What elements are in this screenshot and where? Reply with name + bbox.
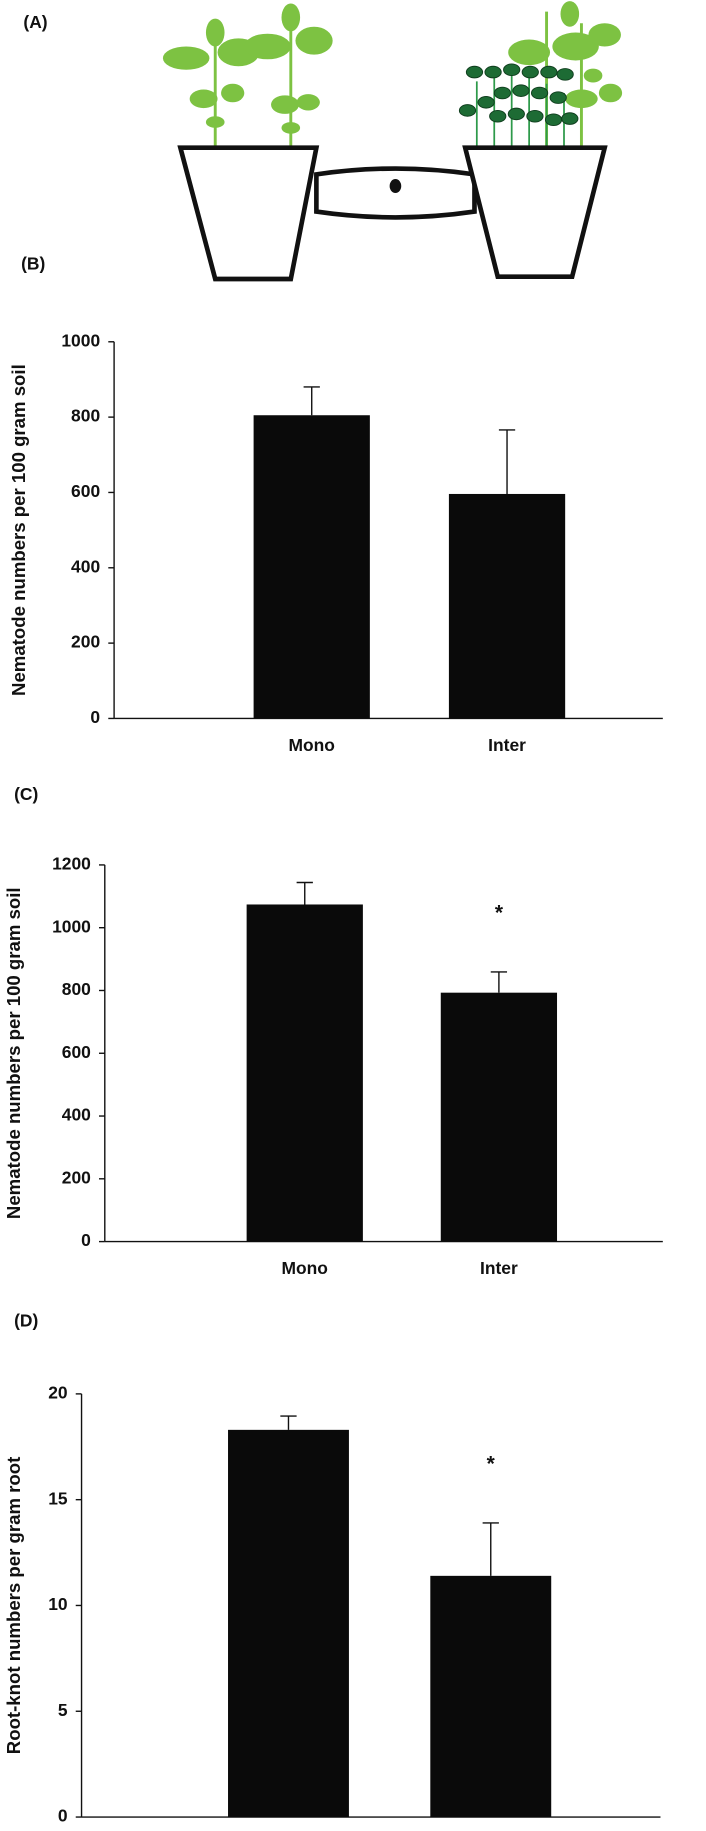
- panel-label: (C): [14, 784, 38, 804]
- y-tick-label: 600: [62, 1042, 91, 1062]
- y-axis-label: Root-knot numbers per gram root: [3, 1457, 24, 1755]
- y-axis-label: Nematode numbers per 100 gram soil: [8, 364, 29, 696]
- x-tick-label: Mono: [289, 735, 335, 755]
- y-tick-label: 20: [48, 1382, 67, 1402]
- y-tick-label: 15: [48, 1488, 68, 1508]
- error-bar: [498, 429, 516, 494]
- annotation: *: [495, 901, 504, 924]
- y-tick-label: 10: [48, 1594, 67, 1614]
- y-tick-label: 800: [62, 979, 91, 999]
- bar: [253, 415, 370, 719]
- y-tick-label: 400: [62, 1105, 91, 1125]
- y-tick-label: 1200: [52, 854, 91, 874]
- y-tick-label: 5: [58, 1700, 68, 1720]
- bar: [430, 1575, 552, 1818]
- error-bar: [303, 386, 320, 416]
- x-tick-label: Inter: [488, 735, 526, 755]
- error-bar: [482, 1522, 499, 1576]
- panel-label: (B): [21, 254, 45, 274]
- y-tick-label: 600: [71, 481, 100, 501]
- y-tick-label: 0: [81, 1230, 91, 1250]
- bar: [440, 992, 558, 1242]
- diagram: [162, 1, 623, 282]
- panel-label: (D): [14, 1310, 38, 1330]
- x-tick-label: Inter: [480, 1258, 518, 1278]
- y-tick-label: 0: [90, 707, 100, 727]
- error-bar: [490, 971, 508, 993]
- y-tick-label: 1000: [61, 330, 100, 350]
- y-tick-label: 800: [71, 406, 100, 426]
- y-tick-label: 200: [62, 1167, 91, 1187]
- panel-label: (A): [23, 12, 47, 32]
- y-tick-label: 200: [71, 632, 100, 652]
- annotation: *: [487, 1452, 496, 1475]
- y-axis-label: Nematode numbers per 100 gram soil: [3, 887, 24, 1219]
- error-bar: [280, 1415, 297, 1430]
- bar: [448, 493, 566, 719]
- error-bar: [296, 881, 313, 905]
- bar: [228, 1429, 349, 1818]
- y-tick-label: 1000: [52, 916, 91, 936]
- bar: [246, 904, 363, 1242]
- x-tick-label: Mono: [282, 1258, 328, 1278]
- y-tick-label: 0: [58, 1806, 68, 1826]
- y-tick-label: 400: [71, 556, 100, 576]
